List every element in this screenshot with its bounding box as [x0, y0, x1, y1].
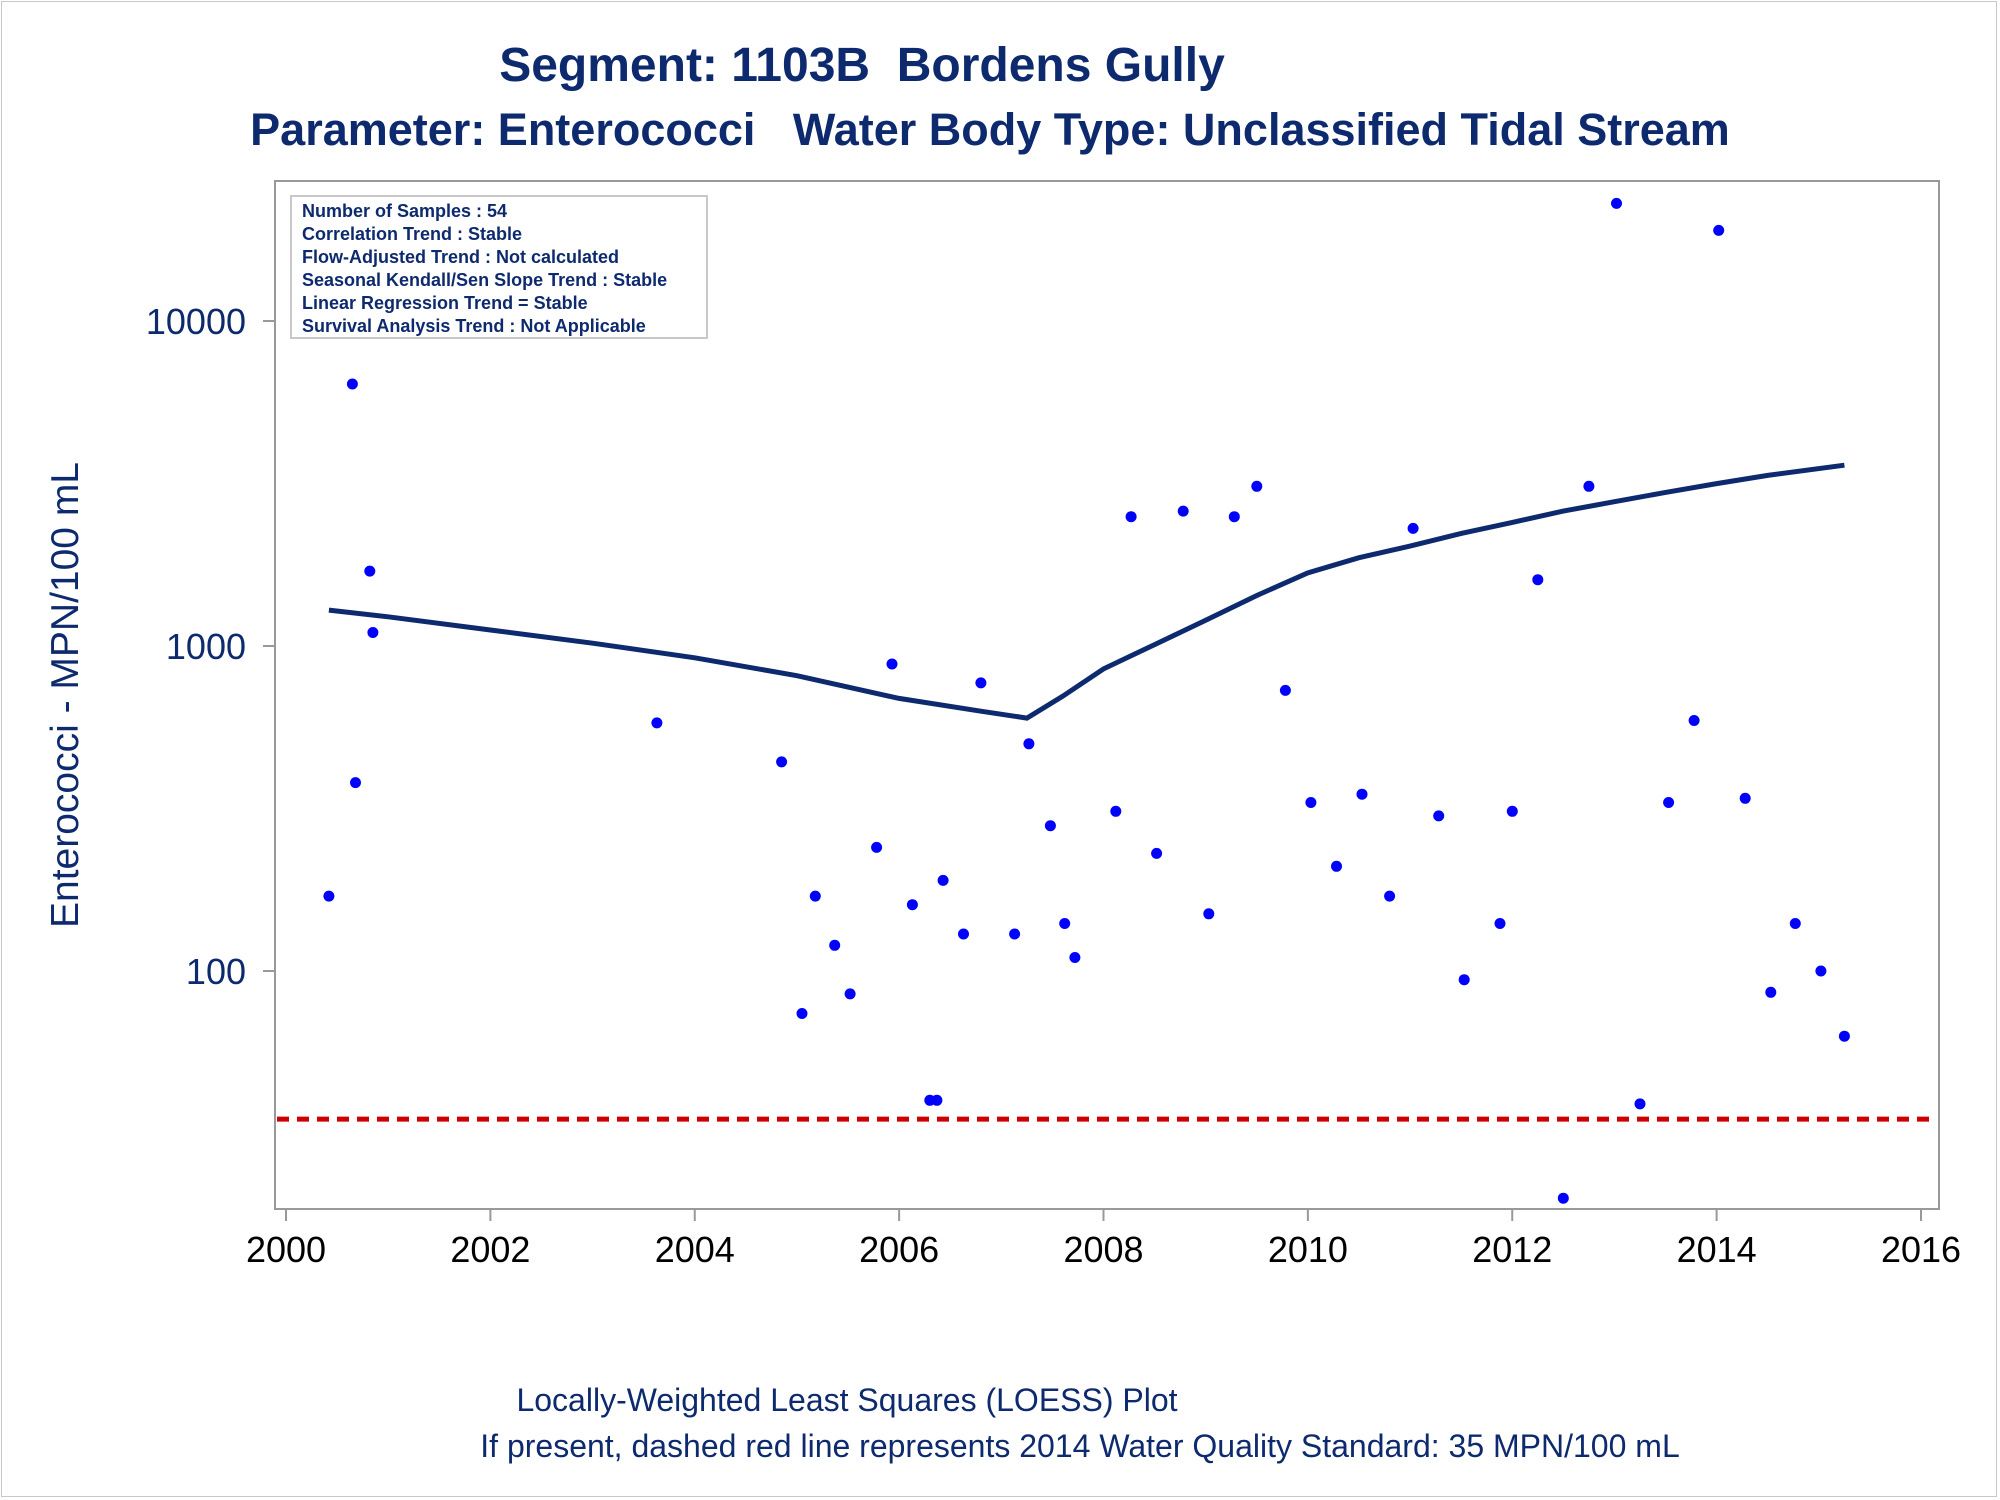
data-point-33: [1305, 797, 1317, 808]
footnote-standard: If present, dashed red line represents 2…: [480, 1428, 1680, 1464]
data-point-6: [651, 717, 663, 729]
data-point-25: [1110, 805, 1122, 817]
data-point-29: [1203, 908, 1215, 920]
data-point-22: [1044, 820, 1056, 832]
data-point-48: [1688, 715, 1700, 726]
loess-line: [328, 462, 1845, 721]
x-tick-label-2004: 2004: [655, 1229, 735, 1270]
data-point-12: [871, 841, 883, 853]
info-line-correlation: Correlation Trend : Stable: [302, 224, 522, 244]
data-point-44: [1583, 480, 1595, 492]
data-point-52: [1789, 918, 1801, 929]
plot-area: [274, 180, 1940, 1210]
data-point-3: [350, 777, 361, 789]
info-line-samples: Number of Samples : 54: [302, 201, 507, 221]
data-point-24: [1069, 952, 1081, 963]
data-point-2: [346, 378, 358, 390]
data-point-8: [796, 1008, 808, 1019]
data-point-45: [1611, 197, 1622, 209]
data-point-50: [1739, 792, 1751, 804]
data-point-27: [1151, 847, 1163, 859]
data-point-43: [1557, 1192, 1569, 1204]
data-point-5: [367, 627, 379, 638]
data-point-14: [906, 899, 918, 911]
footnote-loess: Locally-Weighted Least Squares (LOESS) P…: [516, 1382, 1178, 1418]
x-axis: 2000 2002 2004 2006 2008 2010 2012 2014 2016: [246, 1209, 1961, 1270]
info-line-survival: Survival Analysis Trend : Not Applicable: [302, 316, 646, 336]
data-point-41: [1506, 805, 1518, 817]
info-line-flow-adjusted: Flow-Adjusted Trend : Not calculated: [302, 247, 619, 267]
x-tick-label-2008: 2008: [1063, 1229, 1143, 1270]
data-point-23: [1059, 918, 1071, 929]
data-points: [323, 197, 1850, 1204]
data-point-1: [323, 890, 335, 902]
y-tick-label-1000: 1000: [166, 626, 246, 667]
data-point-40: [1494, 918, 1506, 929]
data-point-17: [937, 874, 949, 886]
data-point-36: [1384, 890, 1396, 902]
data-point-30: [1228, 511, 1240, 523]
x-tick-label-2012: 2012: [1472, 1229, 1552, 1270]
data-point-46: [1634, 1098, 1646, 1110]
y-axis: 100 1000 10000: [146, 301, 275, 992]
data-point-54: [1838, 1030, 1850, 1042]
data-point-18: [958, 928, 969, 940]
data-point-13: [886, 658, 898, 670]
x-tick-label-2002: 2002: [450, 1229, 530, 1270]
x-tick-label-2016: 2016: [1881, 1229, 1961, 1270]
data-point-39: [1458, 974, 1470, 986]
x-tick-label-2000: 2000: [246, 1229, 326, 1270]
y-axis-label: Enterococci - MPN/100 mL: [44, 462, 87, 928]
data-point-16: [931, 1094, 943, 1106]
chart-title: Segment: 1103B Bordens Gully: [499, 39, 1225, 92]
data-point-42: [1532, 574, 1544, 586]
data-point-38: [1433, 810, 1445, 822]
x-tick-label-2006: 2006: [859, 1229, 939, 1270]
info-line-linear-regression: Linear Regression Trend = Stable: [302, 293, 588, 313]
data-point-49: [1713, 224, 1725, 236]
data-point-37: [1407, 522, 1419, 534]
data-point-31: [1251, 480, 1263, 492]
x-tick-label-2010: 2010: [1268, 1229, 1348, 1270]
data-point-21: [1023, 738, 1035, 750]
x-tick-label-2014: 2014: [1677, 1229, 1757, 1270]
data-point-9: [809, 890, 821, 902]
y-tick-label-10000: 10000: [146, 301, 246, 342]
data-point-19: [975, 677, 987, 689]
data-point-32: [1279, 684, 1291, 696]
data-point-11: [844, 988, 856, 1000]
data-point-26: [1125, 511, 1137, 523]
info-box: Number of Samples : 54 Correlation Trend…: [290, 195, 708, 339]
y-tick-label-100: 100: [186, 951, 246, 992]
chart-subtitle: Parameter: Enterococci Water Body Type: …: [250, 104, 1730, 155]
data-point-53: [1815, 965, 1827, 977]
data-point-10: [829, 939, 841, 951]
data-point-20: [1009, 928, 1021, 940]
data-point-4: [364, 565, 376, 577]
data-point-7: [776, 756, 788, 768]
data-point-51: [1765, 986, 1777, 998]
info-line-seasonal-kendall: Seasonal Kendall/Sen Slope Trend : Stabl…: [302, 270, 667, 290]
data-point-47: [1663, 797, 1675, 808]
data-point-34: [1331, 860, 1342, 872]
data-point-35: [1356, 788, 1368, 800]
data-point-28: [1177, 505, 1189, 517]
